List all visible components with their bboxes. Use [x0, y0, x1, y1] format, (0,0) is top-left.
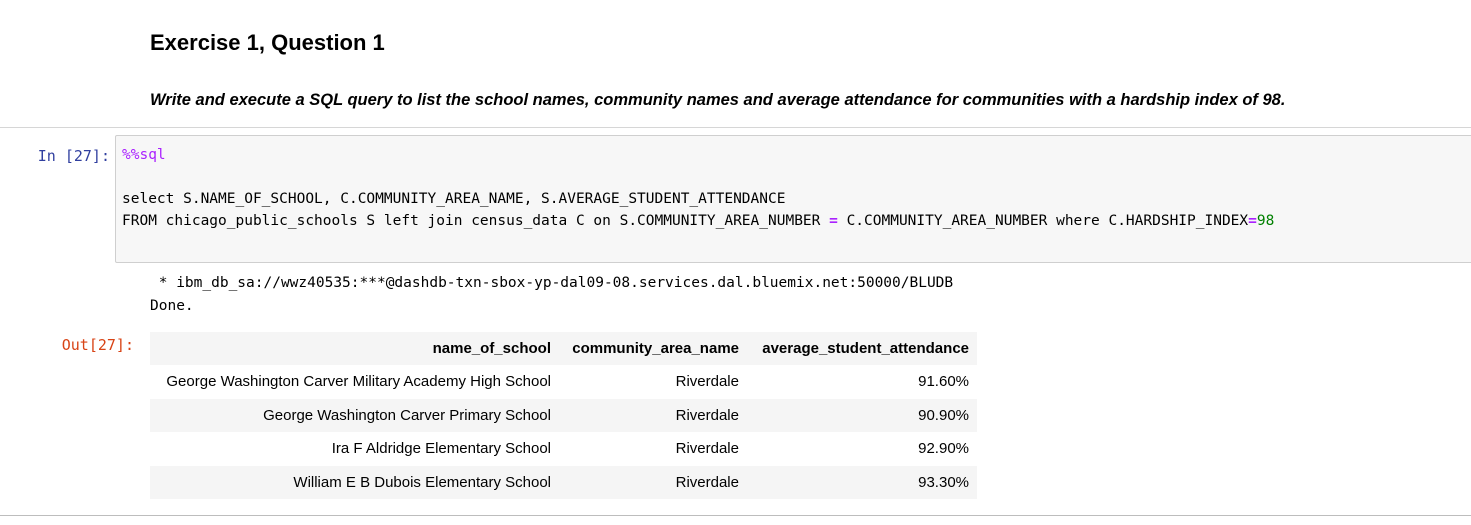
- cell-school: William E B Dubois Elementary School: [293, 473, 551, 491]
- cell-divider: [0, 127, 1471, 128]
- code-operator: =: [829, 213, 838, 229]
- exercise-heading: Exercise 1, Question 1: [150, 30, 385, 55]
- cell-school: George Washington Carver Military Academ…: [166, 373, 551, 391]
- table-row: Ira F Aldridge Elementary School Riverda…: [150, 432, 977, 466]
- code-from-clause: FROM chicago_public_schools S left join …: [122, 213, 830, 229]
- cell-attendance: 90.90%: [918, 406, 969, 424]
- column-header-attendance: average_student_attendance: [762, 340, 969, 357]
- cell-divider: [0, 515, 1471, 516]
- sql-magic: %%sql: [122, 147, 166, 163]
- table-row: William E B Dubois Elementary School Riv…: [150, 465, 977, 499]
- exercise-instructions: Write and execute a SQL query to list th…: [150, 91, 1286, 109]
- table-row: George Washington Carver Primary School …: [150, 398, 977, 432]
- code-line-magic: %%sql: [122, 147, 166, 163]
- output-prompt: Out[27]:: [61, 336, 134, 354]
- code-number: 98: [1256, 213, 1275, 229]
- connection-string: * ibm_db_sa://wwz40535:***@dashdb-txn-sb…: [150, 275, 954, 291]
- result-table: name_of_school community_area_name avera…: [150, 332, 977, 499]
- cell-school: Ira F Aldridge Elementary School: [331, 440, 551, 458]
- cell-attendance: 91.60%: [918, 373, 969, 391]
- code-where-clause: C.COMMUNITY_AREA_NUMBER where C.HARDSHIP…: [837, 213, 1249, 229]
- cell-community: Riverdale: [675, 440, 739, 458]
- column-header-school: name_of_school: [432, 340, 551, 357]
- cell-community: Riverdale: [675, 473, 739, 491]
- cell-community: Riverdale: [675, 406, 739, 424]
- code-line-from: FROM chicago_public_schools S left join …: [122, 213, 1274, 229]
- code-line-select: select S.NAME_OF_SCHOOL, C.COMMUNITY_ARE…: [122, 191, 786, 207]
- cell-attendance: 93.30%: [918, 473, 969, 491]
- code-editor[interactable]: %%sql select S.NAME_OF_SCHOOL, C.COMMUNI…: [115, 135, 1471, 263]
- column-header-community: community_area_name: [572, 340, 739, 357]
- cell-community: Riverdale: [675, 373, 739, 391]
- status-text: Done.: [150, 298, 194, 314]
- table-row: George Washington Carver Military Academ…: [150, 365, 977, 399]
- code-operator: =: [1248, 213, 1257, 229]
- cell-attendance: 92.90%: [918, 440, 969, 458]
- cell-school: George Washington Carver Primary School: [263, 406, 551, 424]
- table-header-row: name_of_school community_area_name avera…: [150, 332, 977, 365]
- input-prompt: In [27]:: [37, 147, 110, 165]
